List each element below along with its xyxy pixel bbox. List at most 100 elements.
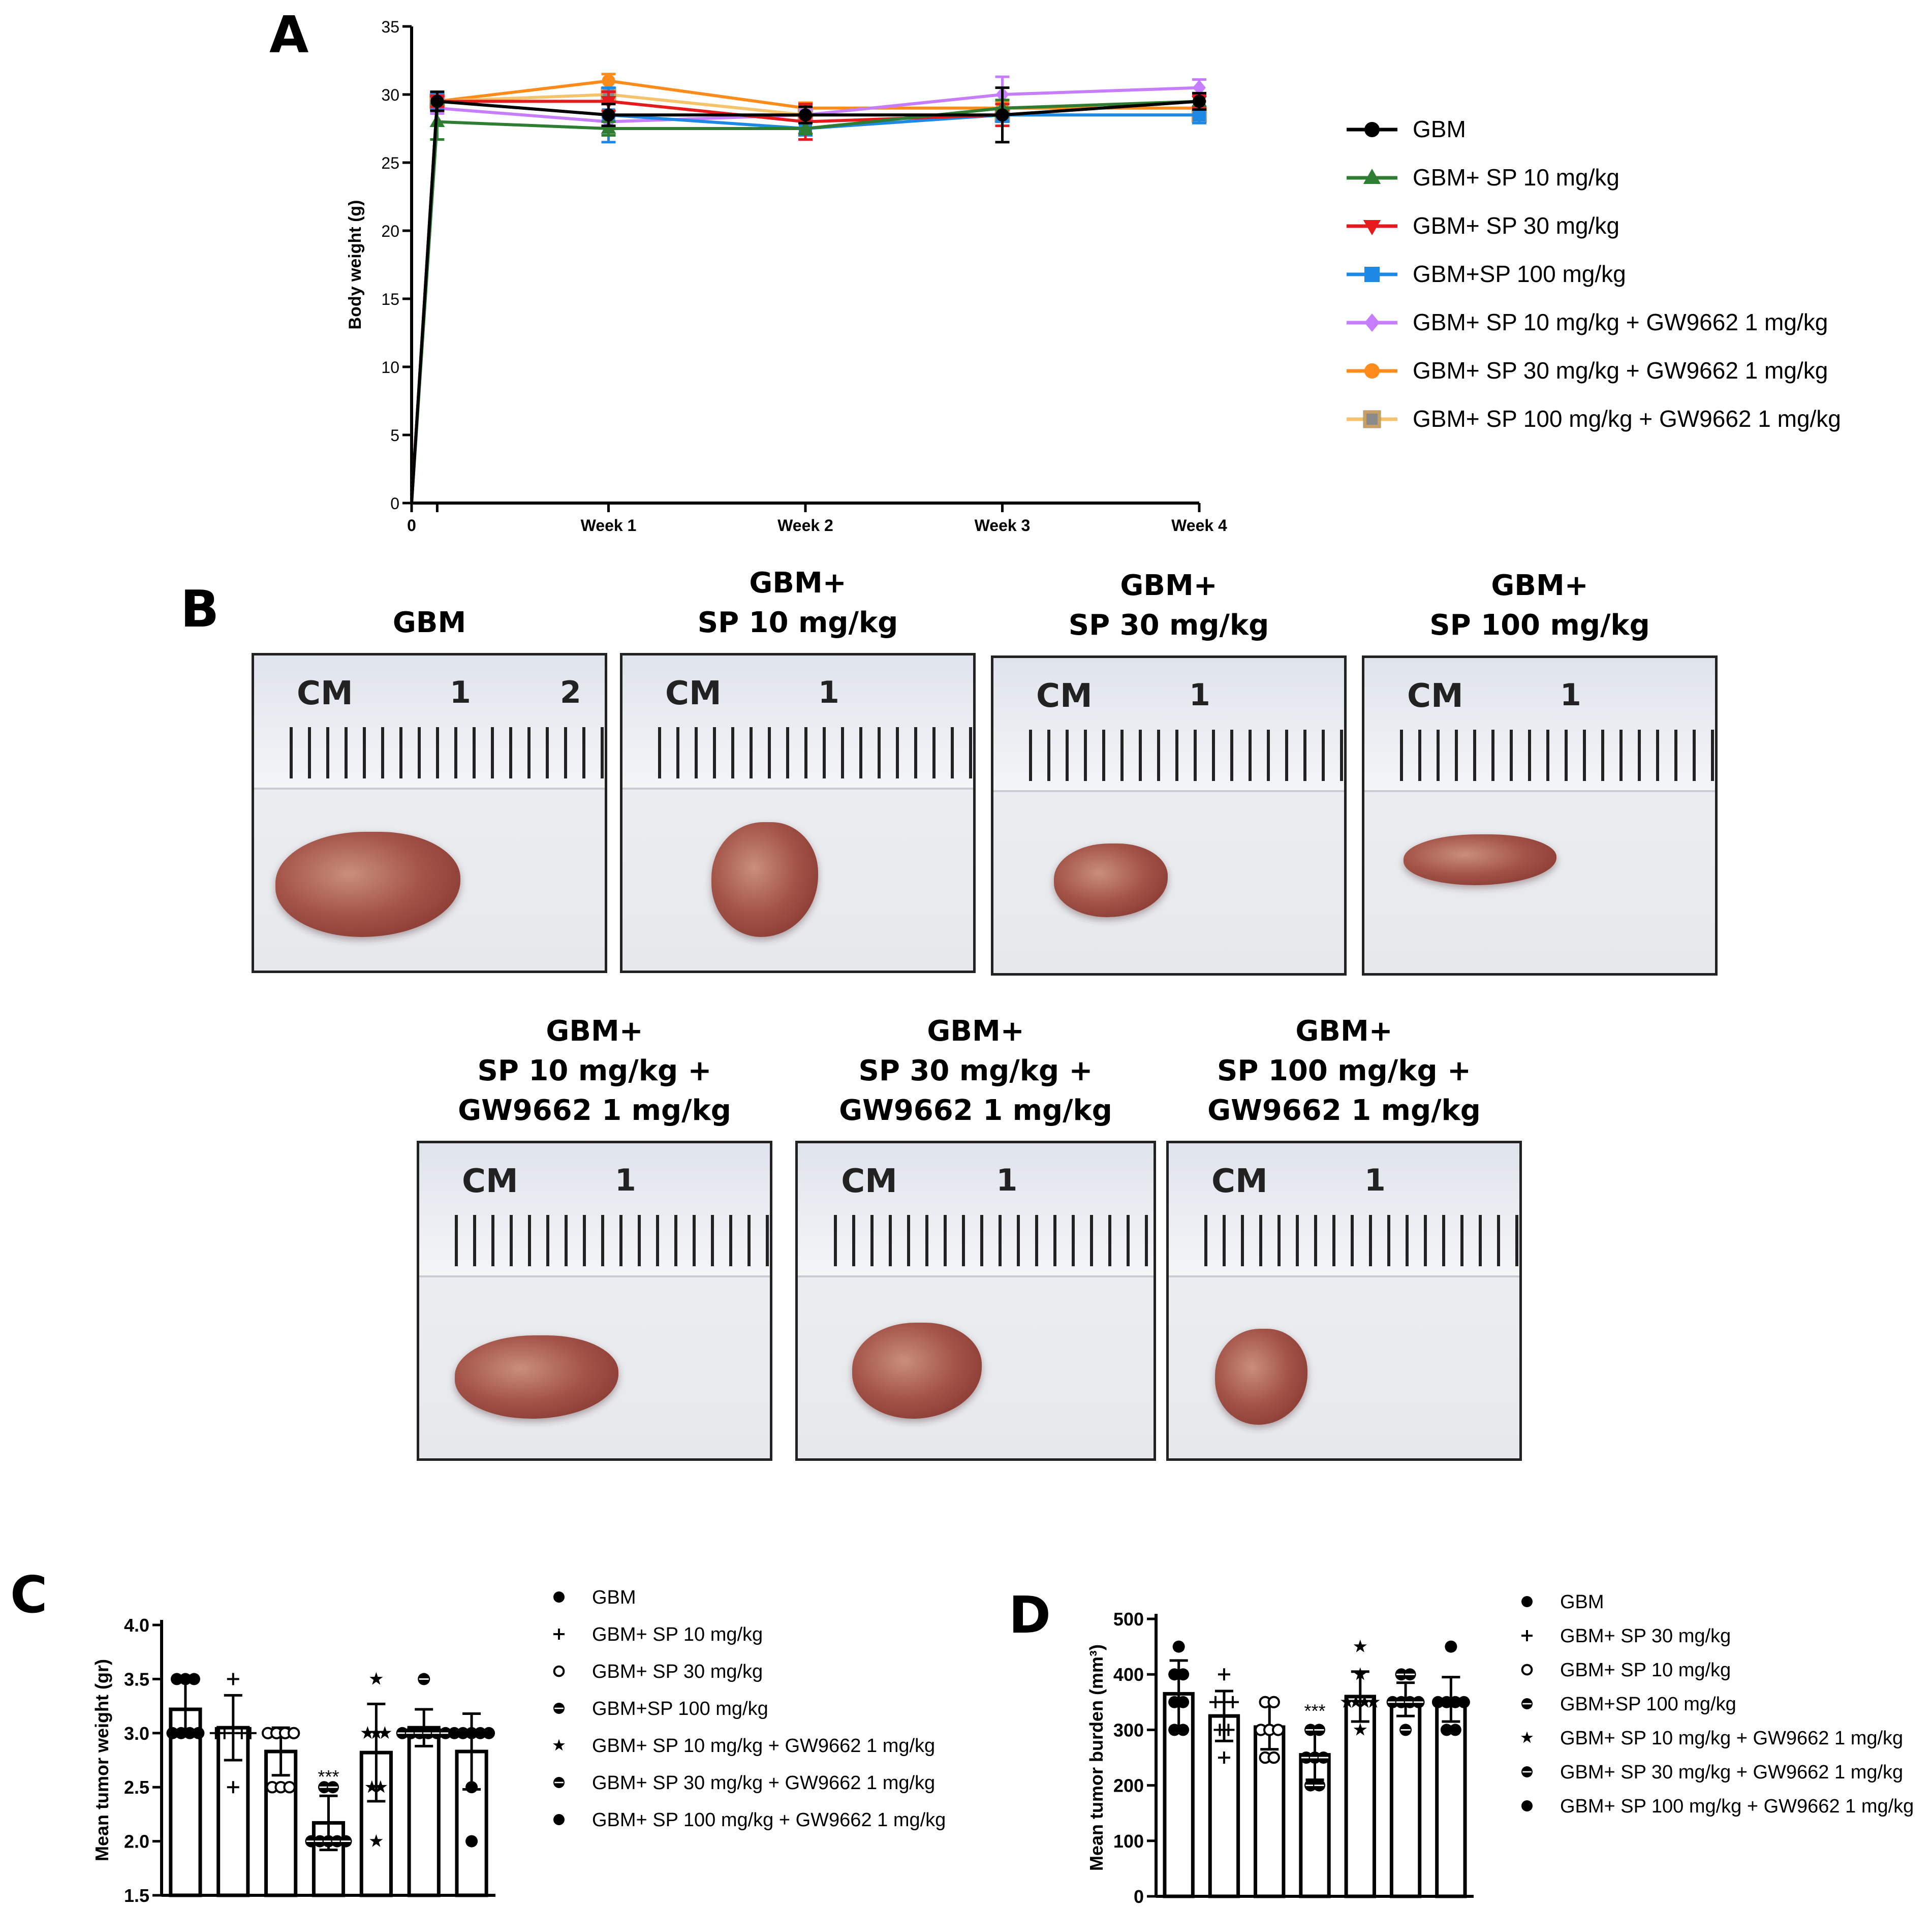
panel-label-d: D: [1009, 1585, 1051, 1645]
data-point: [1172, 1640, 1185, 1653]
data-point: [465, 1727, 478, 1739]
panel-label-b: B: [180, 579, 220, 639]
photo-title-line: GW9662 1 mg/kg: [839, 1094, 1112, 1127]
ruler-ticks: [1400, 730, 1715, 781]
bar: [1344, 1695, 1376, 1898]
legend-label: GBM+SP 100 mg/kg: [592, 1698, 768, 1720]
data-point: [1226, 1696, 1239, 1708]
bar: [169, 1707, 202, 1897]
data-point: [378, 1726, 392, 1739]
data-point: [1168, 1668, 1181, 1681]
series-3: [410, 86, 1206, 504]
ruler-2-label: 2: [560, 674, 581, 710]
series-0: [410, 86, 1206, 504]
series-line: [410, 100, 1200, 504]
data-point: [218, 1727, 231, 1739]
row1-title-1: GBM+ SP 10 mg/kg: [595, 564, 1001, 643]
legend-label: GBM+ SP 10 mg/kg: [592, 1624, 763, 1645]
data-point: [413, 1727, 426, 1739]
data-point: [373, 1780, 387, 1793]
data-point: [1193, 95, 1206, 108]
legend-label: GBM+ SP 10 mg/kg + GW9662 1 mg/kg: [1560, 1728, 1903, 1749]
legend-marker: [552, 1739, 566, 1751]
bar: [1208, 1714, 1240, 1898]
bar: [264, 1749, 298, 1897]
y-tick-label: 5: [390, 426, 399, 445]
legend-marker: [1521, 1630, 1533, 1641]
data-point: [1308, 1752, 1321, 1764]
data-point: [1304, 1779, 1317, 1792]
ruler-cm-label: CM: [297, 674, 353, 712]
series-4: [410, 75, 1206, 504]
data-point: [602, 74, 615, 88]
bar: [407, 1726, 441, 1897]
panel-label-a: A: [269, 5, 309, 65]
x-tick-label: 0: [407, 516, 416, 535]
data-point: [278, 1727, 292, 1740]
series-line: [410, 92, 1199, 504]
data-point: [601, 96, 616, 109]
row1-title-0: GBM: [226, 603, 633, 643]
data-point: [465, 1781, 478, 1794]
panel-label-c: C: [10, 1565, 48, 1624]
data-point: [1440, 1696, 1453, 1708]
data-point: [1213, 1724, 1226, 1736]
bar: [216, 1726, 250, 1897]
legend-marker: [1521, 1664, 1533, 1676]
data-point: [1457, 1696, 1470, 1708]
row1-tumor-photo-3: CM 1: [1362, 655, 1718, 976]
chart-c-legend: GBM GBM+ SP 10 mg/kg GBM+ SP 30 mg/kg GBM+S…: [552, 1587, 946, 1831]
data-point: [1386, 1696, 1399, 1708]
data-point: [266, 1781, 278, 1794]
tumor-specimen: [275, 831, 460, 937]
ruler-cm-label: CM: [1211, 1162, 1268, 1200]
y-tick-label: 15: [381, 290, 399, 308]
row1-title-2: GBM+ SP 30 mg/kg: [965, 566, 1372, 645]
series-6: [410, 86, 1207, 504]
legend-label: GBM+ SP 100 mg/kg + GW9662 1 mg/kg: [1560, 1796, 1914, 1817]
ruler-1-label: 1: [1560, 677, 1581, 713]
data-point: [430, 1727, 443, 1739]
y-tick-label: 3.0: [124, 1723, 149, 1744]
y-tick-label: 0: [1134, 1886, 1144, 1907]
legend-label: GBM+ SP 30 mg/kg + GW9662 1 mg/kg: [1560, 1762, 1903, 1783]
data-point: [1341, 1695, 1354, 1708]
ruler-1-label: 1: [1364, 1162, 1386, 1198]
data-point: [1263, 1724, 1276, 1736]
y-tick-label: 1.5: [124, 1885, 149, 1906]
legend-label: GBM+ SP 30 mg/kg + GW9662 1 mg/kg: [592, 1772, 935, 1794]
data-point: [188, 1673, 200, 1685]
data-point: [1395, 1696, 1408, 1708]
series-line: [410, 86, 1200, 504]
data-point: [799, 108, 812, 122]
data-point: [369, 1726, 383, 1739]
y-tick-label: 2.0: [124, 1831, 149, 1852]
y-axis-label: Mean tumor weight (gr): [91, 1659, 112, 1861]
data-point: [1177, 1668, 1190, 1681]
bar: [1299, 1753, 1331, 1898]
data-point: [1218, 1696, 1230, 1708]
ruler-1-label: 1: [450, 674, 471, 710]
y-axis-label: Body weight (g): [346, 200, 365, 330]
chart-c-plot: 1.5 2.0 2.5 3.0 3.5 4.0 Mean tumor weight (gr)…: [91, 1615, 495, 1906]
ruler-ticks: [290, 727, 605, 778]
y-tick-label: 2.5: [124, 1777, 149, 1798]
legend-marker: [553, 1591, 565, 1603]
data-point: [1304, 1724, 1317, 1736]
data-point: [179, 1673, 192, 1685]
data-point: [227, 1781, 239, 1794]
legend-marker: [553, 1629, 565, 1640]
data-point: [1449, 1724, 1461, 1736]
data-point: [1449, 1696, 1461, 1708]
bar: [1435, 1697, 1467, 1898]
x-tick-label: Week 2: [777, 516, 833, 535]
series-line: [410, 79, 1199, 504]
ruler-cm-label: CM: [665, 674, 722, 712]
data-point: [322, 1835, 335, 1848]
y-tick-label: 200: [1113, 1775, 1144, 1796]
data-point: [175, 1727, 188, 1739]
legend-label: GBM+ SP 10 mg/kg: [1413, 164, 1619, 191]
data-point: [1218, 1752, 1230, 1764]
series-line: [410, 100, 1200, 504]
data-point: [422, 1727, 434, 1739]
